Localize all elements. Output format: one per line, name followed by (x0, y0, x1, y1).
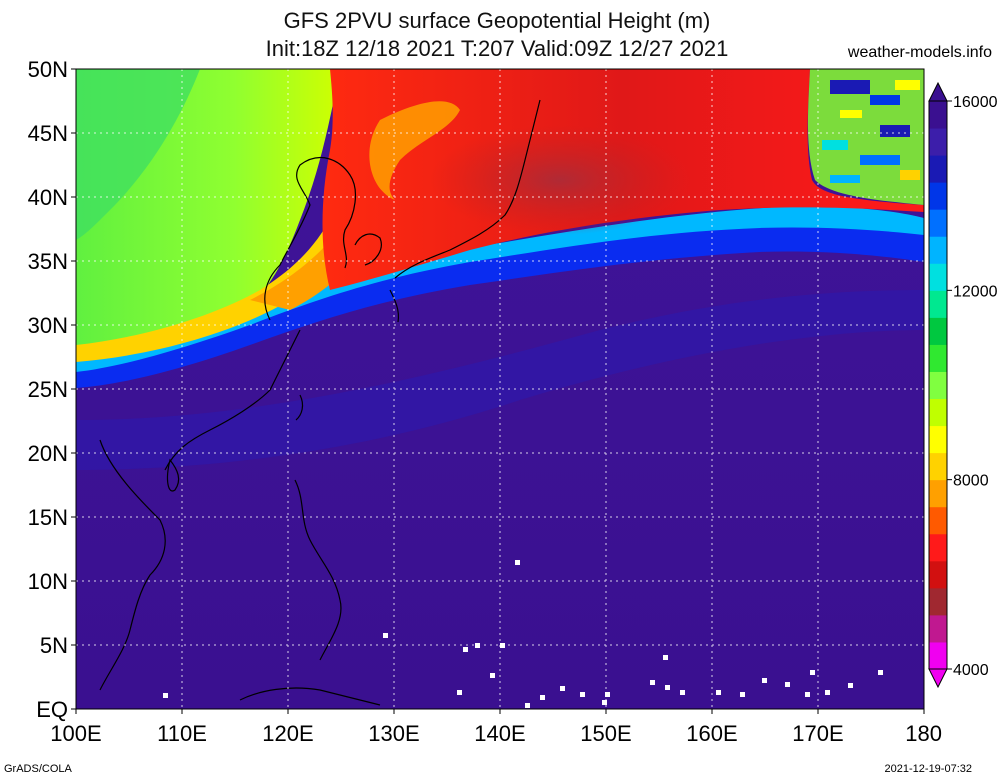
map-plot-area (76, 69, 924, 709)
lon-tick-label: 150E (580, 721, 631, 746)
lon-tick-label: 120E (262, 721, 313, 746)
chart-title: GFS 2PVU surface Geopotential Height (m) (283, 8, 711, 33)
orange-swirl (369, 101, 460, 200)
footer-software: GrADS/COLA (4, 763, 72, 775)
ne-noise-patches (822, 80, 920, 183)
chart-subtitle: Init:18Z 12/18 2021 T:207 Valid:09Z 12/2… (265, 36, 729, 61)
colorbar-tick-label: 8000 (953, 473, 989, 490)
colorbar-segment (929, 155, 947, 183)
colorbar (928, 81, 948, 689)
colorbar-segment (929, 452, 947, 481)
colorbar-segment (929, 479, 947, 508)
footer-timestamp: 2021-12-19-07:32 (884, 763, 972, 775)
colorbar-segment (929, 506, 947, 535)
lat-tick-label: 15N (28, 505, 68, 530)
dark-red-core (430, 125, 690, 235)
lat-tick-label: EQ (36, 697, 68, 722)
white-speckles (163, 560, 883, 708)
colorbar-segment (929, 236, 947, 264)
latitude-axis: 50N 45N 40N 35N 30N 25N 20N 15N 10N 5N EQ (28, 57, 76, 722)
colorbar-segment (929, 560, 947, 589)
lon-tick-label: 100E (50, 721, 101, 746)
colorbar-segment (929, 263, 947, 291)
colorbar-segment (929, 398, 947, 427)
lat-tick-label: 30N (28, 313, 68, 338)
lat-tick-label: 35N (28, 249, 68, 274)
longitude-axis: 100E 110E 120E 130E 140E 150E 160E 170E 180 (50, 709, 942, 746)
lat-tick-label: 10N (28, 569, 68, 594)
graticule (76, 69, 924, 709)
colorbar-segment (929, 533, 947, 562)
colorbar-segment (929, 371, 947, 400)
lon-tick-label: 110E (157, 721, 207, 746)
colorbar-segment (929, 101, 947, 129)
colorbar-segment (929, 587, 947, 616)
colorbar-tick-label: 12000 (953, 283, 998, 300)
lat-tick-label: 50N (28, 57, 68, 82)
colorbar-segment (929, 128, 947, 156)
lat-tick-label: 5N (40, 633, 68, 658)
lon-tick-label: 170E (792, 721, 843, 746)
colorbar-segment (929, 182, 947, 210)
lat-tick-label: 25N (28, 377, 68, 402)
colorbar-max-arrow (928, 81, 948, 102)
colorbar-tick-label: 4000 (953, 662, 989, 679)
colorbar-labels: 16000 12000 8000 4000 (947, 94, 998, 679)
lon-tick-label: 180 (905, 721, 942, 746)
blue-gradient-band (76, 212, 924, 388)
colorbar-segment (929, 641, 947, 670)
coastlines (99, 99, 541, 706)
colorbar-frame (928, 100, 948, 670)
lon-tick-label: 130E (368, 721, 419, 746)
colorbar-segment (929, 614, 947, 643)
lon-tick-label: 140E (474, 721, 525, 746)
lat-tick-label: 20N (28, 441, 68, 466)
colorbar-segment (929, 317, 947, 345)
colorbar-tick-label: 16000 (953, 94, 998, 111)
lat-tick-label: 40N (28, 185, 68, 210)
lon-tick-label: 160E (686, 721, 737, 746)
colorbar-min-arrow (928, 668, 948, 689)
colorbar-segment (929, 344, 947, 372)
colorbar-segment (929, 209, 947, 237)
lat-tick-label: 45N (28, 121, 68, 146)
source-site: weather-models.info (847, 44, 992, 61)
cyan-gradient-band (76, 206, 924, 372)
colorbar-segment (929, 290, 947, 318)
colorbar-segment (929, 425, 947, 454)
